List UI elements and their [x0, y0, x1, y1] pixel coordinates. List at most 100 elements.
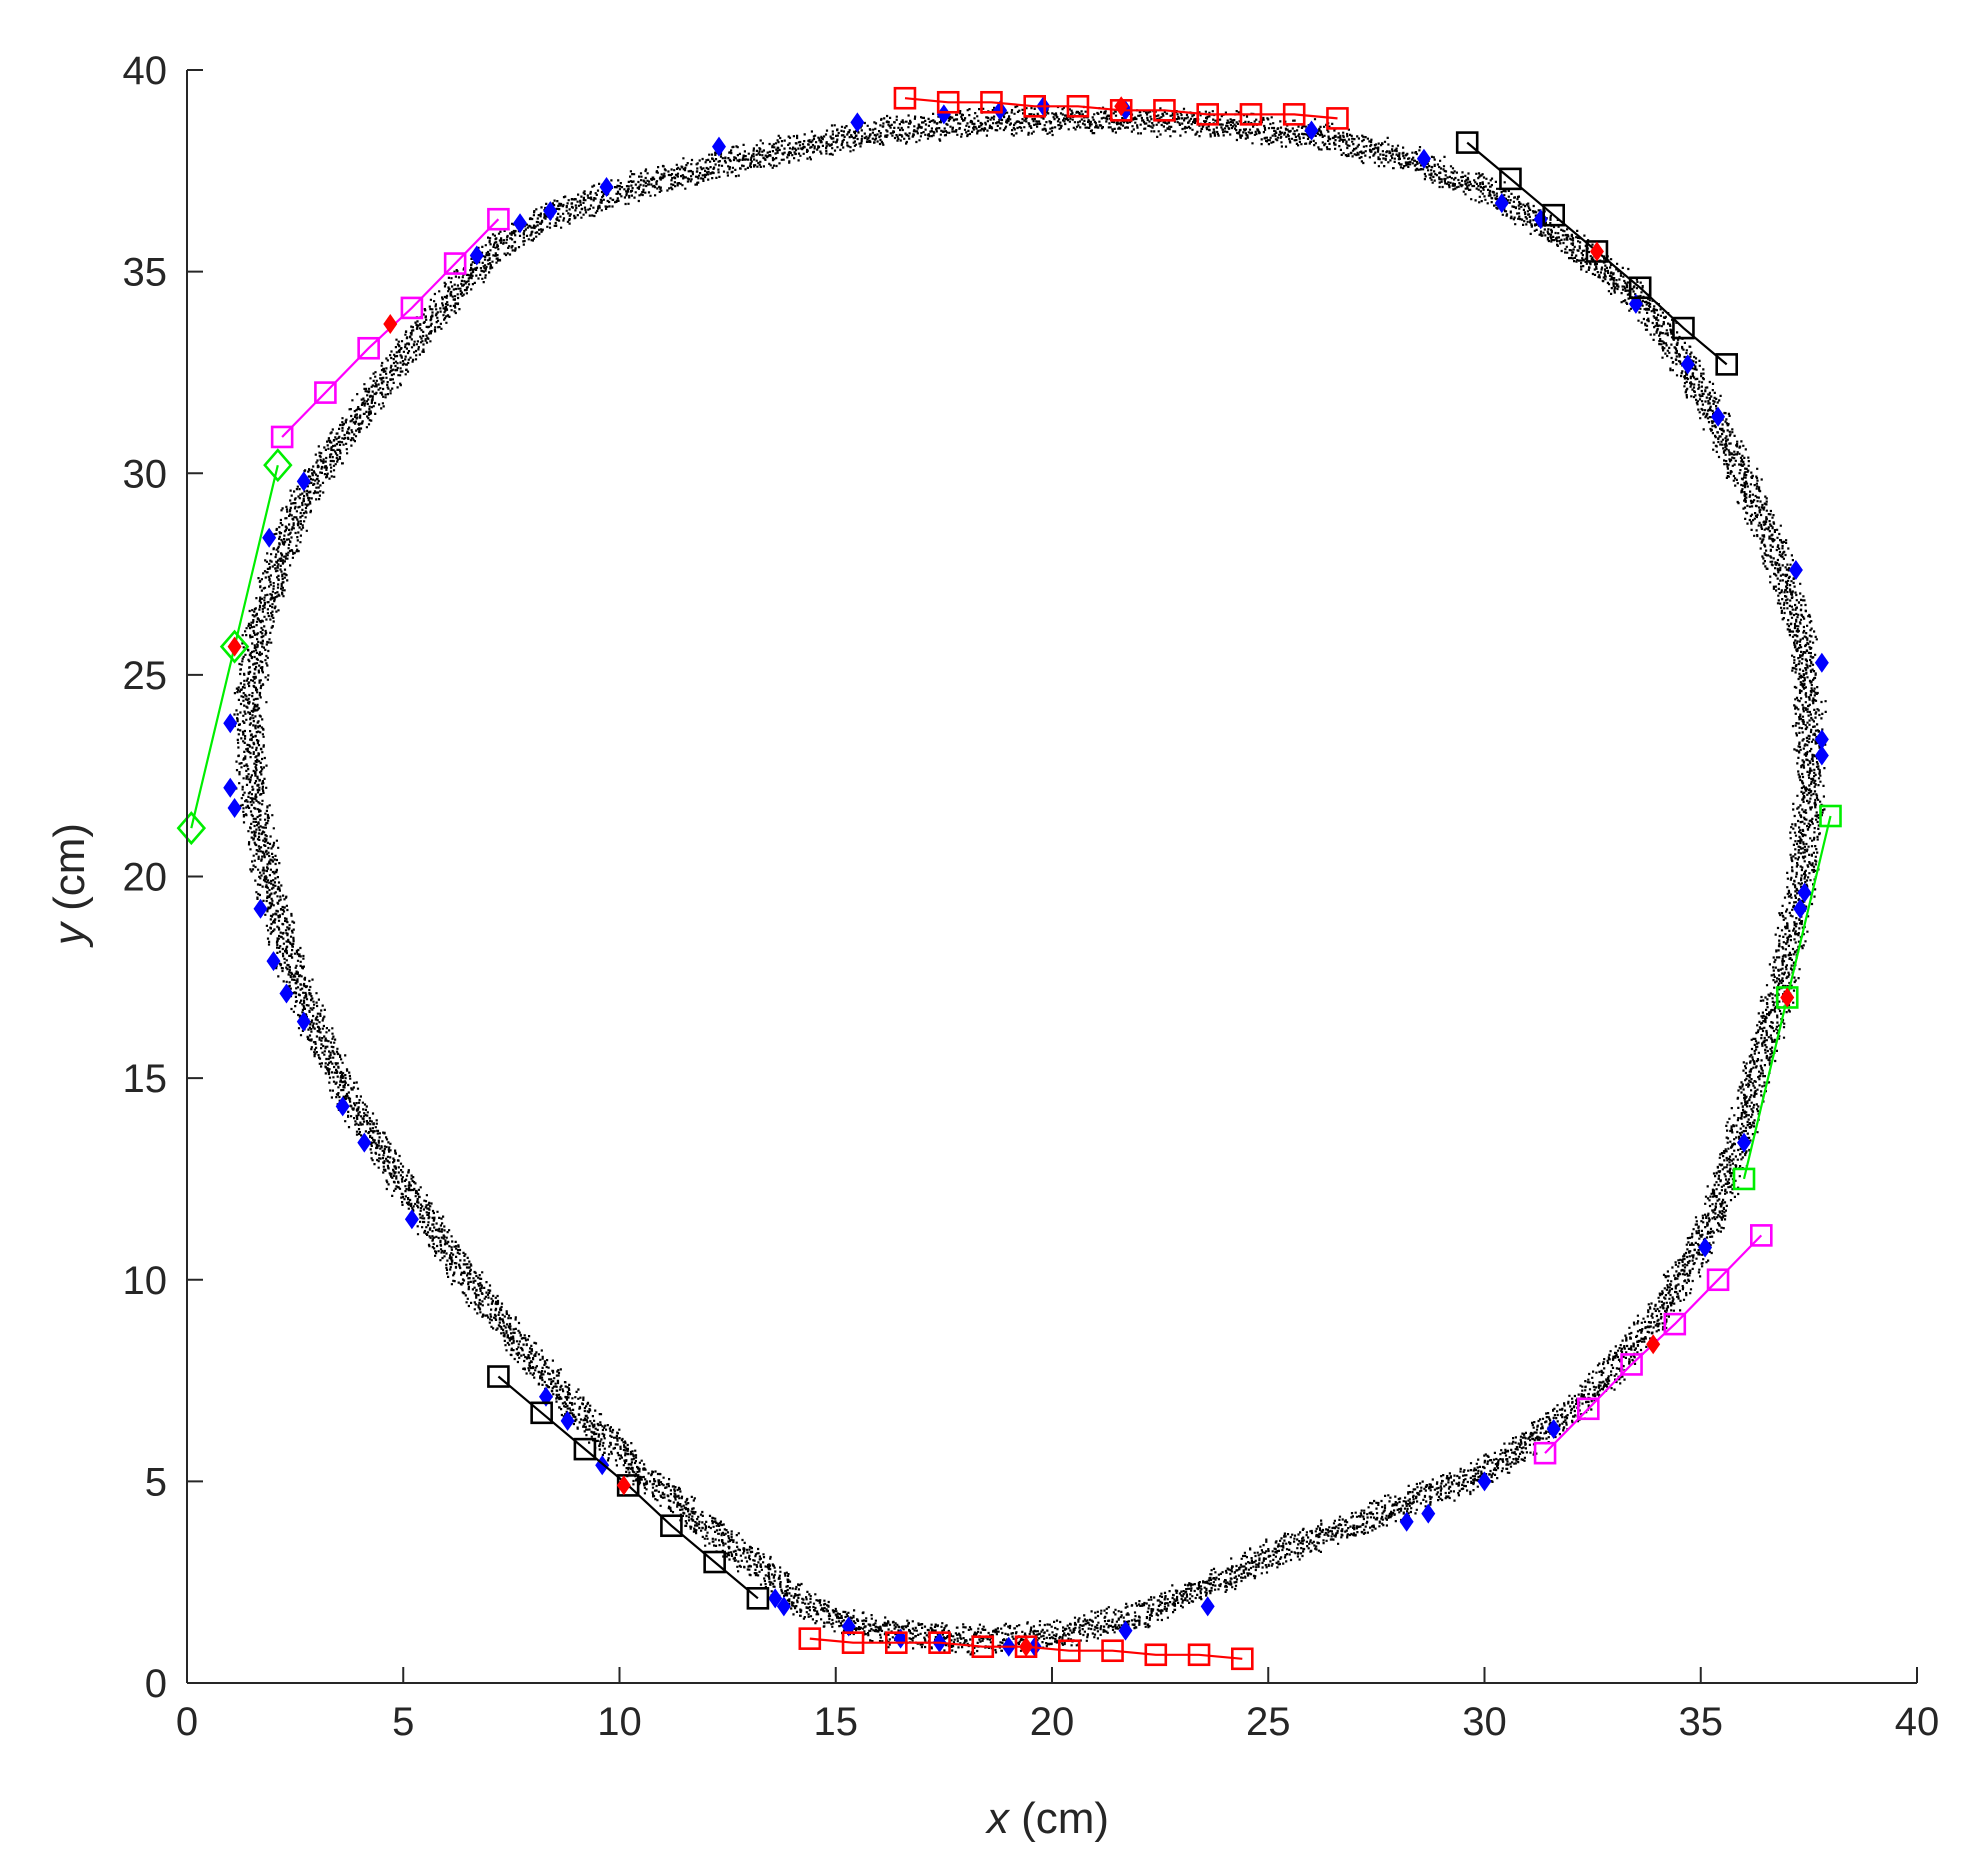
- blue-marker: [993, 100, 1008, 121]
- series-marker: [1058, 1639, 1081, 1663]
- series-marker: [1577, 1397, 1600, 1421]
- blue-marker: [599, 176, 614, 197]
- series-marker: [1750, 1224, 1773, 1247]
- blue-marker: [776, 1596, 791, 1617]
- series-marker: [1153, 99, 1176, 122]
- blue-marker: [560, 1410, 575, 1431]
- series-marker: [219, 629, 250, 664]
- series-marker: [270, 425, 294, 449]
- x-axis-label: x (cm): [985, 1794, 1109, 1843]
- red-marker: [1114, 96, 1129, 117]
- blue-marker: [266, 951, 281, 972]
- series-marker: [1628, 276, 1652, 300]
- tick-labels: 0 5 10 15 20 25 30 35 40 0 5 10 15 20 25 30 35 40: [123, 49, 1940, 1744]
- series-marker: [443, 252, 467, 275]
- blue-marker: [1793, 898, 1808, 919]
- data-layer: [176, 86, 1842, 1671]
- trajectory-points: [233, 104, 1827, 1656]
- series-marker: [1533, 1441, 1557, 1465]
- series-marker: [1101, 1639, 1124, 1663]
- blue-marker: [1494, 193, 1509, 214]
- red-marker: [227, 636, 242, 657]
- x-tick-label: 40: [1895, 1700, 1940, 1744]
- blue-marker: [1421, 1503, 1436, 1524]
- blue-marker: [1399, 1511, 1414, 1532]
- series-marker: [928, 1631, 951, 1654]
- series-marker: [746, 1587, 770, 1610]
- series-marker: [971, 1635, 995, 1659]
- blue-marker: [404, 1209, 419, 1230]
- y-axis-label: y (cm): [45, 823, 94, 948]
- blue-marker: [1546, 1418, 1561, 1439]
- blue-marker: [1797, 882, 1812, 903]
- blue-marker: [227, 797, 242, 818]
- y-tick-label: 35: [123, 251, 168, 295]
- series-marker: [1282, 103, 1306, 126]
- blue-marker: [850, 112, 865, 133]
- series-marker: [1620, 1353, 1643, 1376]
- axes: [186, 69, 1918, 1684]
- series-marker: [263, 448, 293, 483]
- blue-marker: [936, 104, 951, 125]
- blue-marker: [543, 201, 558, 222]
- marker-series: [893, 86, 1349, 130]
- blue-marker: [223, 777, 238, 798]
- series-marker: [487, 207, 510, 231]
- series-marker: [1819, 804, 1842, 828]
- y-tick-label: 10: [123, 1259, 168, 1303]
- trajectory: [233, 104, 1827, 1656]
- series-marker: [176, 811, 207, 846]
- x-tick-label: 0: [176, 1700, 198, 1744]
- y-tick-label: 25: [123, 654, 168, 698]
- series-marker: [573, 1437, 597, 1461]
- blue-marker: [469, 245, 484, 266]
- blue-marker: [1200, 1596, 1215, 1617]
- series-marker: [1023, 94, 1046, 118]
- series-marker: [1455, 131, 1479, 154]
- series-marker: [660, 1514, 683, 1538]
- blue-marker: [1814, 652, 1829, 673]
- blue-marker: [296, 471, 311, 492]
- blue-marker: [296, 1011, 311, 1032]
- y-tick-label: 15: [123, 1057, 168, 1101]
- series-marker: [893, 86, 917, 110]
- y-tick-label: 30: [123, 452, 168, 496]
- series-marker: [1239, 103, 1263, 126]
- x-tick-label: 5: [392, 1700, 414, 1744]
- series-marker: [357, 336, 380, 360]
- blue-marker: [1477, 1471, 1492, 1492]
- series-marker: [1066, 94, 1090, 118]
- series-marker: [1672, 316, 1695, 340]
- red-marker: [1646, 1334, 1661, 1355]
- series-marker: [487, 1365, 510, 1388]
- blue-marker: [1788, 560, 1803, 581]
- blue-marker: [1711, 406, 1726, 427]
- series-marker: [1715, 353, 1738, 376]
- series-marker: [1542, 203, 1565, 227]
- blue-marker: [1304, 120, 1319, 141]
- blue-marker: [335, 1096, 350, 1117]
- series-marker: [1231, 1647, 1254, 1671]
- blue-marker: [357, 1132, 372, 1153]
- blue-marker: [279, 983, 294, 1004]
- red-marker: [616, 1475, 631, 1496]
- series-marker: [1732, 1167, 1756, 1191]
- series-marker: [1187, 1643, 1211, 1667]
- series-marker: [1663, 1312, 1687, 1336]
- blue-marker: [1118, 1620, 1133, 1641]
- x-tick-label: 30: [1462, 1700, 1507, 1744]
- x-tick-label: 15: [814, 1700, 859, 1744]
- red-marker: [1019, 1636, 1034, 1657]
- blue-marker: [1416, 148, 1431, 169]
- series-marker: [936, 90, 960, 114]
- blue-marker: [1698, 1237, 1713, 1258]
- series-marker: [314, 381, 337, 404]
- x-tick-label: 35: [1679, 1700, 1724, 1744]
- series-marker: [841, 1631, 865, 1654]
- blue-marker: [262, 527, 277, 548]
- series-marker: [980, 90, 1003, 114]
- blue-marker: [1814, 745, 1829, 766]
- blue-marker: [1737, 1132, 1751, 1153]
- blue-marker: [513, 213, 528, 234]
- blue-marker: [253, 898, 268, 919]
